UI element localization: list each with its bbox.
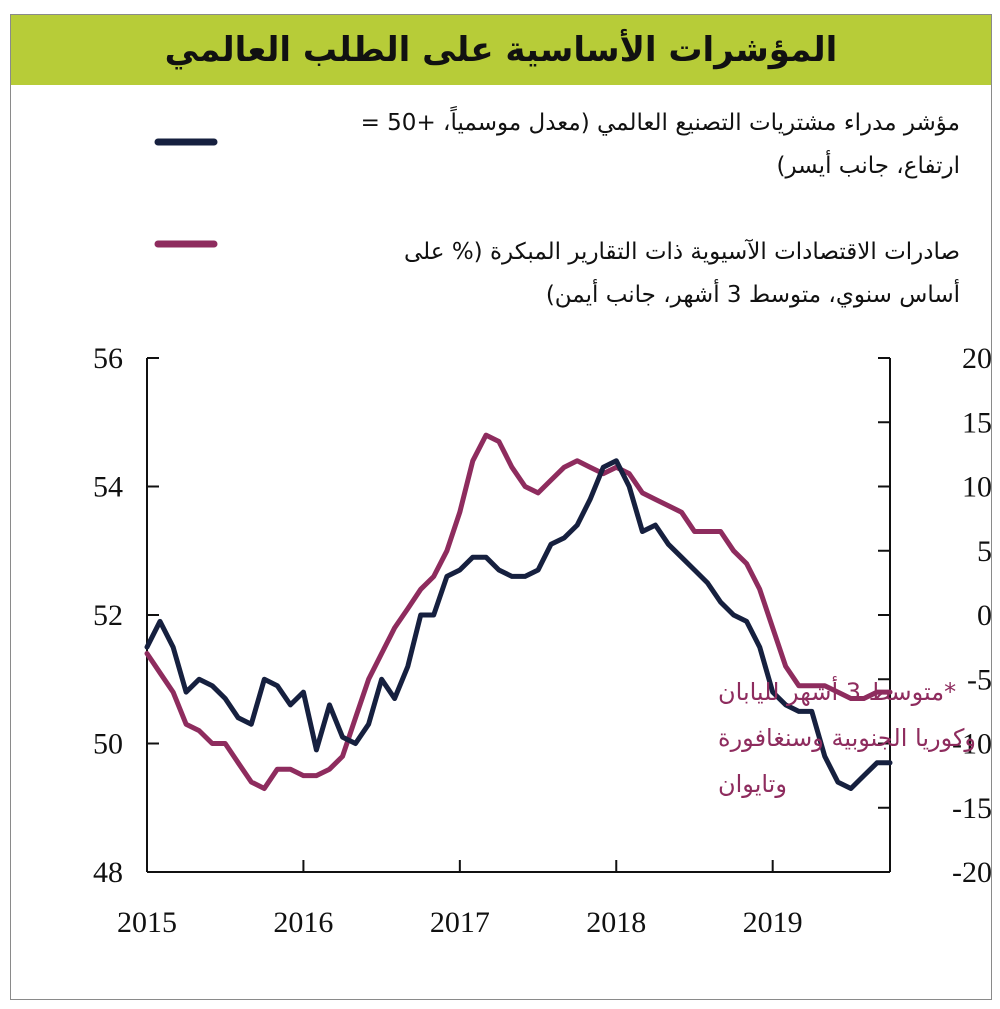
title-bar: المؤشرات الأساسية على الطلب العالمي [11,15,991,85]
y-right-tick-label: -10 [952,728,992,761]
legend-pmi-line2: ارتفاع، جانب أيسر) [776,153,961,179]
exports-line [144,432,893,791]
y-right-tick-label: -5 [967,663,992,696]
legend-exports-line2: أساس سنوي، متوسط 3 أشهر، جانب أيمن) [545,282,960,308]
x-tick-label: 2017 [430,906,490,939]
annotation-line-1: *متوسط 3 أشهر لليابان [718,676,956,706]
y-left-tick-label: 54 [93,471,123,504]
legend-exports-label: صادرات الاقتصادات الآسيوية ذات التقارير … [240,231,960,317]
annotation-line-2: وكوريا الجنوبية وسنغافورة [718,724,976,752]
y-left-tick-label: 52 [93,599,123,632]
y-right-tick-label: 20 [962,342,992,375]
x-tick-label: 2016 [273,906,333,939]
legend-pmi-line1: مؤشر مدراء مشتريات التصنيع العالمي (معدل… [360,110,960,136]
exports-series [144,432,893,791]
x-tick-label: 2019 [743,906,803,939]
legend-pmi-label: مؤشر مدراء مشتريات التصنيع العالمي (معدل… [240,102,960,188]
x-tick-label: 2018 [586,906,646,939]
y-right-tick-label: -15 [952,792,992,825]
y-left-tick-label: 48 [93,856,123,889]
y-left-tick-label: 56 [93,342,123,375]
x-tick-label: 2015 [117,906,177,939]
pmi-line [144,458,893,791]
chart-title: المؤشرات الأساسية على الطلب العالمي [164,30,838,70]
y-right-tick-label: 5 [977,535,992,568]
annotation-line-3: وتايوان [718,770,787,798]
y-right-tick-label: 10 [962,471,992,504]
legend-exports-line1: صادرات الاقتصادات الآسيوية ذات التقارير … [404,239,960,265]
chart-frame: المؤشرات الأساسية على الطلب العالمي [10,14,992,1000]
y-right-tick-label: 0 [977,599,992,632]
axes: 48 50 52 54 56 -20 -15 -10 -5 0 5 10 15 20 2015 2016 201… [93,342,992,939]
y-right-tick-label: 15 [962,406,992,439]
pmi-series [144,458,893,791]
y-right-tick-label: -20 [952,856,992,889]
y-left-tick-label: 50 [93,728,123,761]
